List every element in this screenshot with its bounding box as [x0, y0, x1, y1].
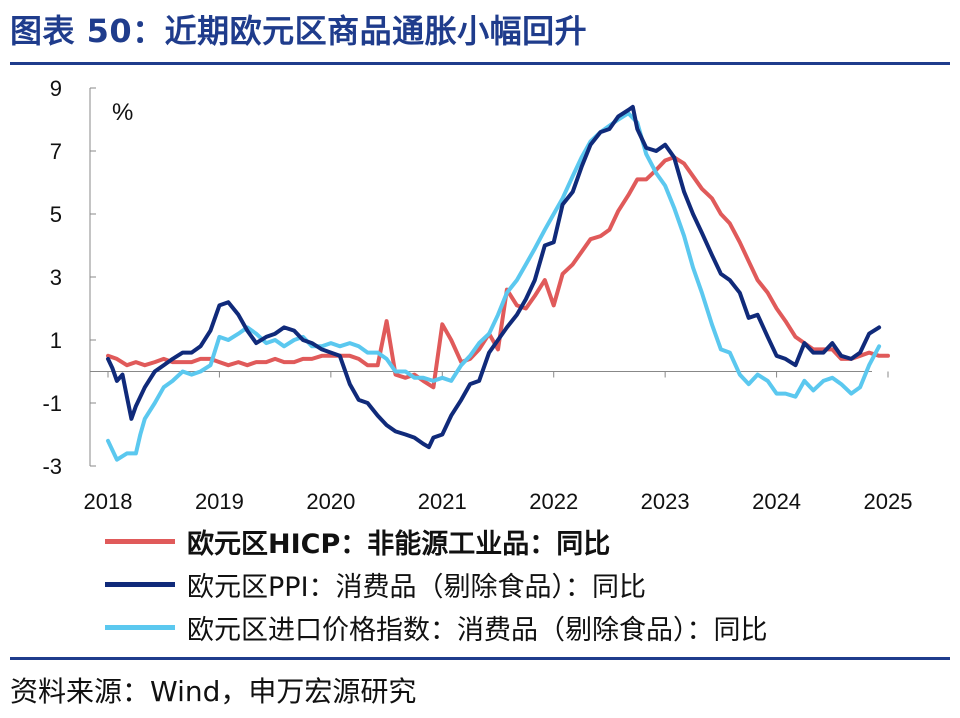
title-divider — [10, 62, 950, 65]
source-note: 资料来源：Wind，申万宏源研究 — [10, 675, 417, 708]
y-tick-label: 9 — [50, 76, 62, 101]
y-tick-label: 1 — [50, 328, 62, 353]
x-tick-label: 2024 — [752, 489, 801, 514]
y-tick-label: 5 — [50, 202, 62, 227]
chart-labels: 9 7 5 3 1 -1 -3 2018 2019 2020 2021 2022 2023 2024 202… — [42, 76, 912, 514]
legend-label-hicp: 欧元区HICP：非能源工业品：同比 — [187, 529, 611, 560]
y-unit-label: % — [112, 99, 133, 126]
legend-item-import-price: 欧元区进口价格指数：消费品（剔除食品）：同比 — [105, 606, 768, 649]
legend-swatch-hicp — [105, 539, 175, 544]
x-tick-label: 2023 — [641, 489, 690, 514]
chart-lines — [106, 104, 890, 462]
legend-item-hicp: 欧元区HICP：非能源工业品：同比 — [105, 520, 768, 563]
chart-title: 图表 50：近期欧元区商品通胀小幅回升 — [10, 12, 588, 50]
x-tick-label: 2022 — [529, 489, 578, 514]
chart-axes — [89, 87, 889, 467]
y-tick-label: -1 — [42, 391, 62, 416]
legend-label-ppi: 欧元区PPI：消费品（剔除食品）：同比 — [187, 572, 647, 603]
legend-swatch-ppi — [105, 582, 175, 587]
x-tick-label: 2025 — [864, 489, 913, 514]
chart-legend: 欧元区HICP：非能源工业品：同比 欧元区PPI：消费品（剔除食品）：同比 欧元… — [105, 520, 768, 649]
x-tick-label: 2021 — [418, 489, 467, 514]
series-line-2 — [106, 111, 882, 462]
y-tick-label: -3 — [42, 454, 62, 479]
legend-swatch-import-price — [105, 625, 175, 630]
series-line-1 — [106, 104, 882, 450]
source-divider — [10, 657, 950, 660]
x-tick-label: 2018 — [84, 489, 133, 514]
x-tick-label: 2019 — [195, 489, 244, 514]
y-tick-label: 3 — [50, 265, 62, 290]
series-line-0 — [106, 155, 890, 390]
y-tick-label: 7 — [50, 139, 62, 164]
legend-label-import-price: 欧元区进口价格指数：消费品（剔除食品）：同比 — [187, 615, 768, 646]
legend-item-ppi: 欧元区PPI：消费品（剔除食品）：同比 — [105, 563, 768, 606]
x-tick-label: 2020 — [306, 489, 355, 514]
